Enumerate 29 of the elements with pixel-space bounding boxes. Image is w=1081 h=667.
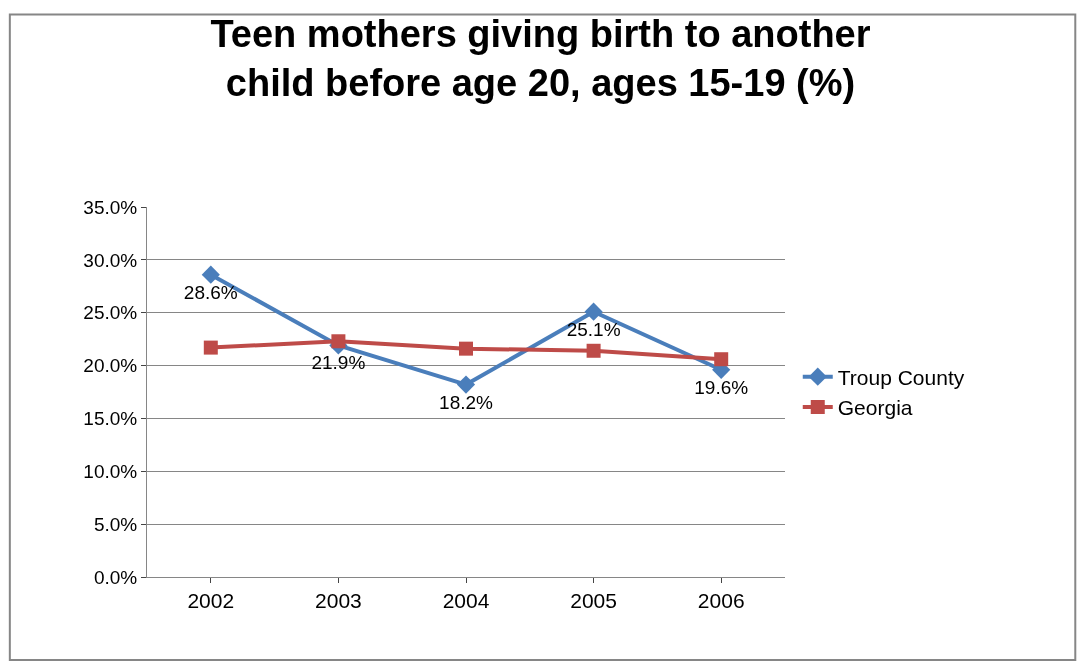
x-tick-label: 2004	[442, 589, 490, 613]
legend-label: Troup County	[837, 365, 965, 389]
data-label: 28.6%	[183, 281, 238, 303]
y-tick-label: 0.0%	[93, 566, 138, 588]
y-tick-label: 15.0%	[83, 408, 138, 430]
y-tick-label: 10.0%	[83, 460, 138, 482]
point	[714, 352, 729, 367]
y-tick-label: 20.0%	[83, 355, 138, 377]
y-tick-label: 30.0%	[83, 249, 138, 271]
point	[459, 341, 473, 356]
point	[203, 340, 218, 355]
point	[201, 265, 220, 284]
x-tick-label: 2003	[315, 589, 362, 613]
x-tick-label: 2002	[187, 589, 235, 613]
data-label: 18.2%	[439, 391, 494, 413]
y-tick-label: 5.0%	[93, 513, 138, 535]
point	[584, 302, 603, 321]
point	[331, 334, 346, 349]
chart-title: Teen mothers giving birth to another child before age 20, ages 15-19 (%)	[210, 12, 871, 105]
data-label: 21.9%	[311, 352, 366, 374]
data-label: 19.6%	[694, 376, 749, 398]
x-tick-label: 2005	[570, 589, 617, 613]
point	[586, 343, 601, 358]
point	[456, 375, 476, 394]
y-tick-label: 25.0%	[83, 302, 138, 324]
x-tick-label: 2006	[697, 589, 745, 613]
legend-label: Georgia	[837, 396, 913, 420]
y-tick-label: 35.0%	[83, 196, 138, 218]
data-label: 25.1%	[566, 318, 621, 340]
